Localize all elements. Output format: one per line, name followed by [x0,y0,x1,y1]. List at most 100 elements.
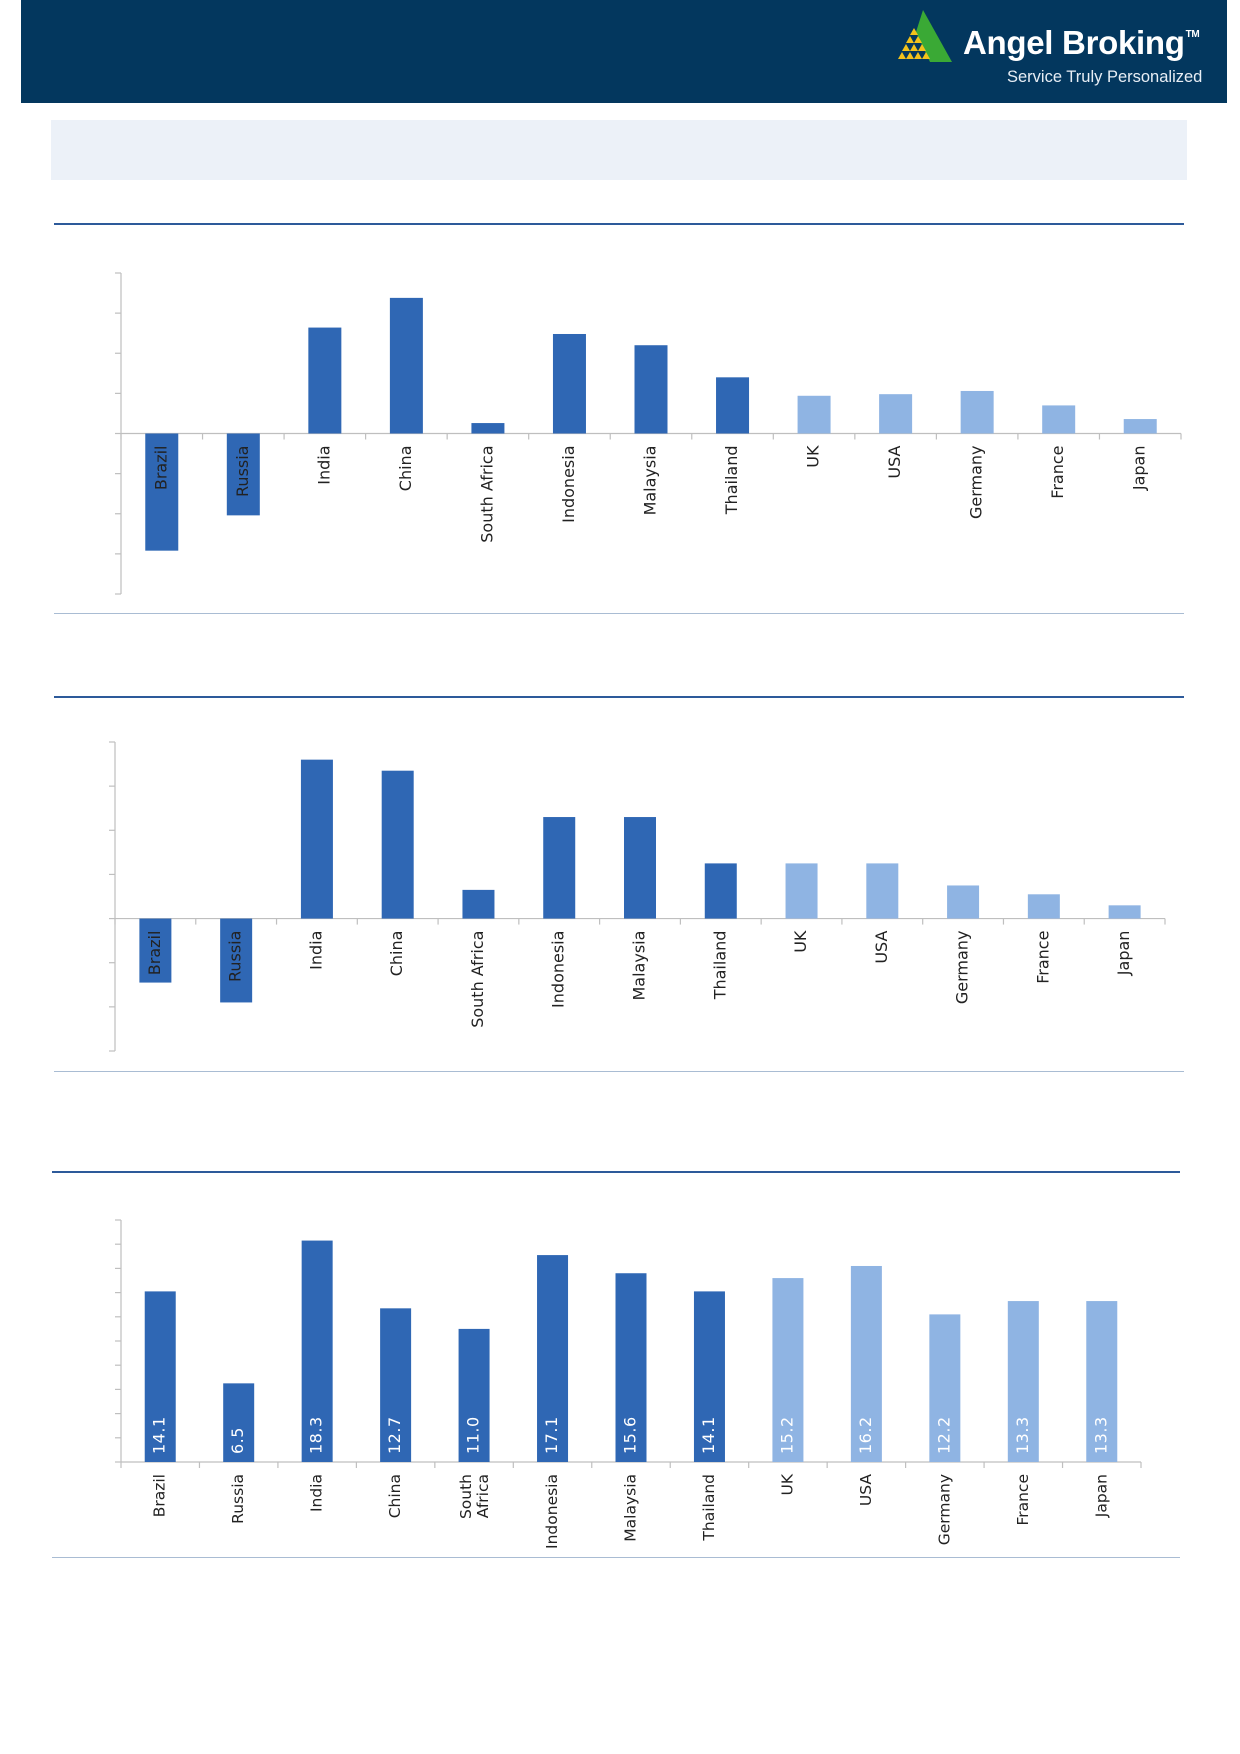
chart-3-bottom-rule [52,1557,1180,1558]
category-label: India [314,446,333,485]
category-label: South Africa [477,446,496,543]
bar [458,1328,490,1462]
bar [380,1308,412,1462]
category-label: UK [804,445,823,468]
category-label: Russia [229,1474,247,1524]
chart-3-top-rule [52,1171,1180,1173]
bar [144,1291,176,1462]
category-label: Germany [967,446,986,520]
bar [301,1240,333,1462]
category-label: France [1033,931,1052,984]
bar [624,817,656,919]
bar [929,1314,961,1462]
category-label: India [306,931,325,970]
category-label: SouthAfrica [457,1474,492,1519]
bar [1042,405,1076,434]
value-label: 14.1 [699,1416,718,1454]
category-label: India [308,1474,326,1512]
category-label-line: Africa [474,1474,492,1518]
bar [866,863,899,919]
bar [615,1273,647,1462]
category-label: Germany [953,931,972,1005]
bar [1027,894,1060,919]
bar [220,918,253,1003]
bar [785,863,818,919]
category-label: USA [857,1474,875,1506]
category-label: Japan [1092,1474,1110,1518]
bar [300,759,333,919]
brand-tagline: Service Truly Personalized [1007,68,1203,86]
bar [308,327,342,434]
bar [462,889,495,919]
category-label: China [396,446,415,492]
value-label: 6.5 [228,1427,247,1454]
category-label: Malaysia [622,1474,640,1542]
category-label: UK [791,930,810,953]
value-label: 16.2 [856,1416,875,1454]
page-header: Angel BrokingTM Service Truly Personaliz… [21,0,1227,103]
bar [471,423,505,434]
bar [797,395,831,434]
category-label: Indonesia [559,446,578,523]
bar [850,1265,882,1462]
category-label: China [386,1474,404,1518]
value-label: 12.7 [385,1416,404,1454]
bar [1108,905,1141,919]
category-label: Brazil [151,446,170,491]
category-label: Germany [935,1474,953,1545]
category-label: Japan [1114,931,1133,977]
value-label: 12.2 [934,1416,953,1454]
value-label: 11.0 [464,1416,483,1454]
category-label: Brazil [145,931,164,976]
trademark-mark: TM [1185,29,1200,40]
chart-1-top-rule [54,223,1184,225]
bar [552,333,586,434]
bar [1086,1301,1118,1462]
bar [716,377,750,434]
category-label: Indonesia [549,931,568,1008]
pyramid-triangle-icon [898,10,952,62]
bar [1123,419,1157,434]
category-label: Thailand [722,446,741,516]
chart-1-bottom-rule [54,613,1184,614]
bar [226,433,260,516]
value-label: 13.3 [1091,1416,1110,1454]
value-label: 13.3 [1013,1416,1032,1454]
bar [693,1291,725,1462]
category-label: China [387,931,406,977]
value-label: 14.1 [150,1416,169,1454]
category-label: France [1014,1474,1032,1526]
category-label: South Africa [468,931,487,1028]
category-label-line: South [457,1474,475,1519]
bar [223,1383,255,1462]
category-label: Indonesia [543,1474,561,1549]
bar [947,885,980,919]
value-label: 15.2 [777,1416,796,1454]
bar [145,433,179,551]
bar [704,863,737,919]
category-label: Thailand [710,931,729,1001]
category-label: Brazil [151,1474,169,1517]
category-label: Thailand [700,1474,718,1542]
category-label: UK [778,1473,796,1495]
category-label: Japan [1130,446,1149,492]
title-banner [51,120,1187,180]
bar [634,345,668,434]
value-label: 18.3 [307,1416,326,1454]
category-label: France [1048,446,1067,499]
category-label: Russia [233,446,252,497]
bar [139,918,172,983]
bar [879,394,913,434]
brand-name-text: Angel Broking [963,24,1185,61]
category-label: Malaysia [630,931,649,1001]
bar [389,297,423,434]
bar [543,817,576,919]
brand-name: Angel BrokingTM [963,24,1200,61]
category-label: Russia [226,931,245,982]
category-label: Malaysia [641,446,660,516]
chart-2-bottom-rule [54,1071,1184,1072]
category-label: USA [872,931,891,964]
bar [1007,1301,1039,1462]
value-label: 15.6 [621,1416,640,1454]
